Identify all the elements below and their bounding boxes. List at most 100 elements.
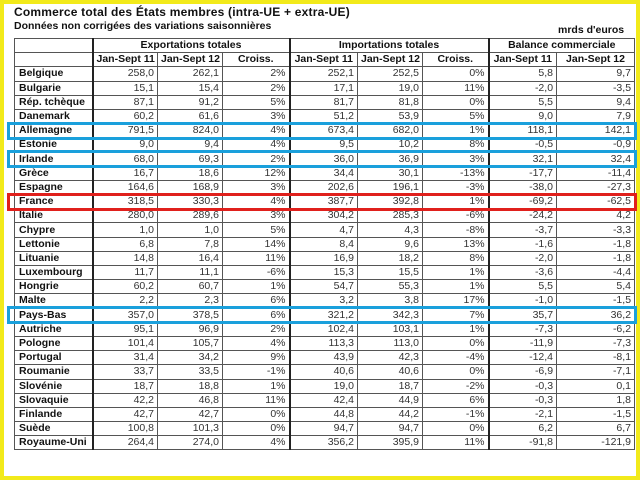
value-cell: 4,7 [288,222,358,238]
value-cell: 17,1 [288,80,358,96]
value-cell: 101,4 [91,335,158,352]
value-cell: 18,7 [357,378,423,394]
value-cell: 81,8 [357,94,423,110]
value-cell: -62,5 [556,194,636,210]
value-cell: 36,9 [357,151,423,167]
value-cell: 0% [222,406,290,423]
value-cell: 5% [222,94,290,110]
value-cell: -1,6 [487,236,558,252]
page-subtitle: Données non corrigées des variations sai… [14,20,272,32]
value-cell: 274,0 [157,435,223,451]
country-cell: Lituanie [14,250,93,267]
country-cell: Roumanie [14,364,93,380]
trade-table: Exportations totales Importations totale… [14,37,636,451]
value-cell: 1% [421,264,490,281]
value-cell: 18,8 [157,378,223,394]
value-cell: -2,0 [487,80,558,96]
value-cell: 356,2 [288,435,358,451]
value-cell: 96,9 [157,321,223,337]
value-cell: 15,1 [91,80,158,96]
country-cell: Suède [14,421,93,437]
value-cell: 395,9 [357,435,423,451]
value-cell: -1% [421,406,490,423]
country-cell: Estonie [14,137,93,153]
value-cell: 5,4 [556,279,636,295]
table-row: Hongrie 60,2 60,7 1% 54,7 55,3 1% 5,5 5,4 [14,279,636,295]
value-cell: 3,2 [288,293,358,309]
value-cell: 16,4 [157,250,223,267]
value-cell: 4% [222,335,290,352]
value-cell: 40,6 [357,364,423,380]
country-cell: Allemagne [14,123,93,139]
value-cell: 304,2 [288,208,358,224]
country-cell: Italie [14,208,93,224]
header-sub: Jan-Sept 11 [91,52,158,68]
table-row: Chypre 1,0 1,0 5% 4,7 4,3 -8% -3,7 -3,3 [14,222,636,238]
value-cell: 68,0 [91,151,158,167]
value-cell: 17% [421,293,490,309]
value-cell: -6% [421,208,490,224]
country-cell: France [14,194,93,210]
value-cell: -2% [421,378,490,394]
value-cell: 1% [421,279,490,295]
value-cell: 318,5 [91,194,158,210]
table-row: Lettonie 6,8 7,8 14% 8,4 9,6 13% -1,6 -1,8 [14,236,636,252]
header-exports: Exportations totales [91,37,290,54]
value-cell: 1% [222,279,290,295]
value-cell: 11,1 [157,264,223,281]
table-row: Italie 280,0 289,6 3% 304,2 285,3 -6% -24,2 4,2 [14,208,636,224]
header-corner-sub [14,52,93,68]
country-cell: Slovénie [14,378,93,394]
value-cell: -3,5 [556,80,636,96]
value-cell: -4% [421,350,490,366]
country-cell: Portugal [14,350,93,366]
value-cell: 103,1 [357,321,423,337]
value-cell: -11,4 [556,165,636,181]
value-cell: 321,2 [288,307,358,323]
value-cell: 264,4 [91,435,158,451]
value-cell: 673,4 [288,123,358,139]
value-cell: -6,2 [556,321,636,337]
value-cell: 44,8 [288,406,358,423]
value-cell: 81,7 [288,94,358,110]
value-cell: 142,1 [556,123,636,139]
value-cell: 19,0 [357,80,423,96]
value-cell: -11,9 [487,335,558,352]
country-cell: Pologne [14,335,93,352]
table-row: Roumanie 33,7 33,5 -1% 40,6 40,6 0% -6,9 -7,1 [14,364,636,380]
value-cell: 11% [421,80,490,96]
value-cell: 9,7 [556,66,636,82]
country-cell: Finlande [14,406,93,423]
value-cell: 60,7 [157,279,223,295]
table-row: Royaume-Uni 264,4 274,0 4% 356,2 395,9 11% -91,… [14,435,636,451]
value-cell: 9,5 [288,137,358,153]
header-sub-row: Jan-Sept 11 Jan-Sept 12 Croiss. Jan-Sept… [14,52,636,68]
value-cell: 60,2 [91,108,158,125]
value-cell: 15,5 [357,264,423,281]
value-cell: 53,9 [357,108,423,125]
value-cell: 87,1 [91,94,158,110]
value-cell: 289,6 [157,208,223,224]
value-cell: 3% [222,108,290,125]
value-cell: 42,7 [91,406,158,423]
value-cell: 4% [222,137,290,153]
value-cell: -1% [222,364,290,380]
value-cell: 36,0 [288,151,358,167]
table-row: Autriche 95,1 96,9 2% 102,4 103,1 1% -7,3 -6,2 [14,321,636,337]
value-cell: -8,1 [556,350,636,366]
value-cell: 46,8 [157,392,223,408]
value-cell: 1% [421,194,490,210]
value-cell: 12% [222,165,290,181]
value-cell: -0,9 [556,137,636,153]
value-cell: 9,0 [487,108,558,125]
value-cell: -7,1 [556,364,636,380]
value-cell: 6,2 [487,421,558,437]
value-cell: 6% [421,392,490,408]
value-cell: -1,8 [556,236,636,252]
value-cell: -13% [421,165,490,181]
value-cell: 0,1 [556,378,636,394]
value-cell: 113,0 [357,335,423,352]
value-cell: 8,4 [288,236,358,252]
header-sub: Croiss. [222,52,290,68]
header-group-row: Exportations totales Importations totale… [14,37,636,54]
